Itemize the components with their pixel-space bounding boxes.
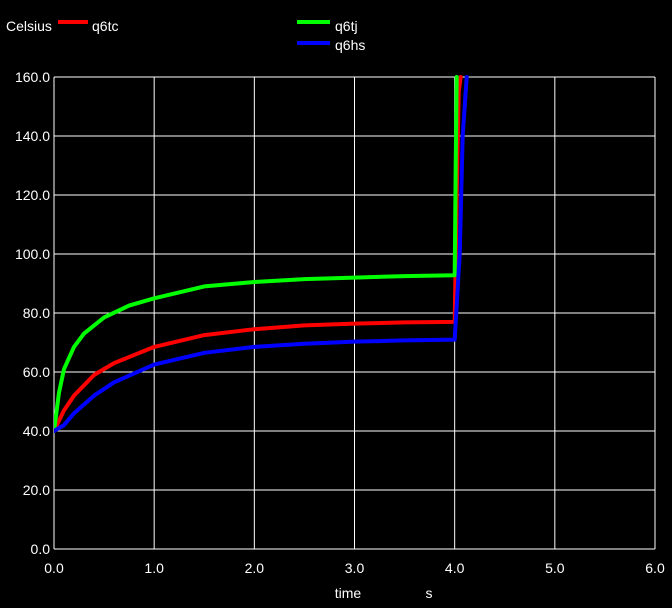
x-tick-label: 1.0	[144, 560, 164, 576]
legend-label-q6tj: q6tj	[335, 18, 358, 34]
y-tick-label: 120.0	[15, 187, 50, 203]
x-tick-label: 6.0	[645, 560, 665, 576]
series-lines	[54, 75, 469, 433]
x-tick-label: 0.0	[44, 560, 64, 576]
x-tick-label: 3.0	[345, 560, 365, 576]
y-tick-label: 20.0	[23, 482, 50, 498]
x-tick-label: 4.0	[445, 560, 465, 576]
legend-label-q6tc: q6tc	[92, 18, 118, 34]
tick-labels: 0.0 1.0 2.0 3.0 4.0 5.0 6.0 0.0 20.0 40.0 60.0 80.0…	[15, 69, 665, 576]
series-line-q6hs	[54, 75, 469, 433]
grid	[53, 76, 656, 550]
y-tick-label: 0.0	[31, 541, 51, 557]
legend: q6tc q6tj q6hs	[58, 18, 365, 53]
y-tick-label: 60.0	[23, 364, 50, 380]
y-tick-label: 40.0	[23, 423, 50, 439]
y-tick-label: 140.0	[15, 128, 50, 144]
y-tick-label: 80.0	[23, 305, 50, 321]
legend-label-q6hs: q6hs	[335, 37, 365, 53]
series-line-q6tj	[54, 75, 459, 433]
x-tick-label: 2.0	[245, 560, 265, 576]
y-axis-label: Celsius	[6, 18, 52, 34]
x-axis-label: time	[335, 585, 362, 601]
x-axis-unit: s	[426, 585, 433, 601]
y-tick-label: 160.0	[15, 69, 50, 85]
y-tick-label: 100.0	[15, 246, 50, 262]
x-tick-label: 5.0	[545, 560, 565, 576]
